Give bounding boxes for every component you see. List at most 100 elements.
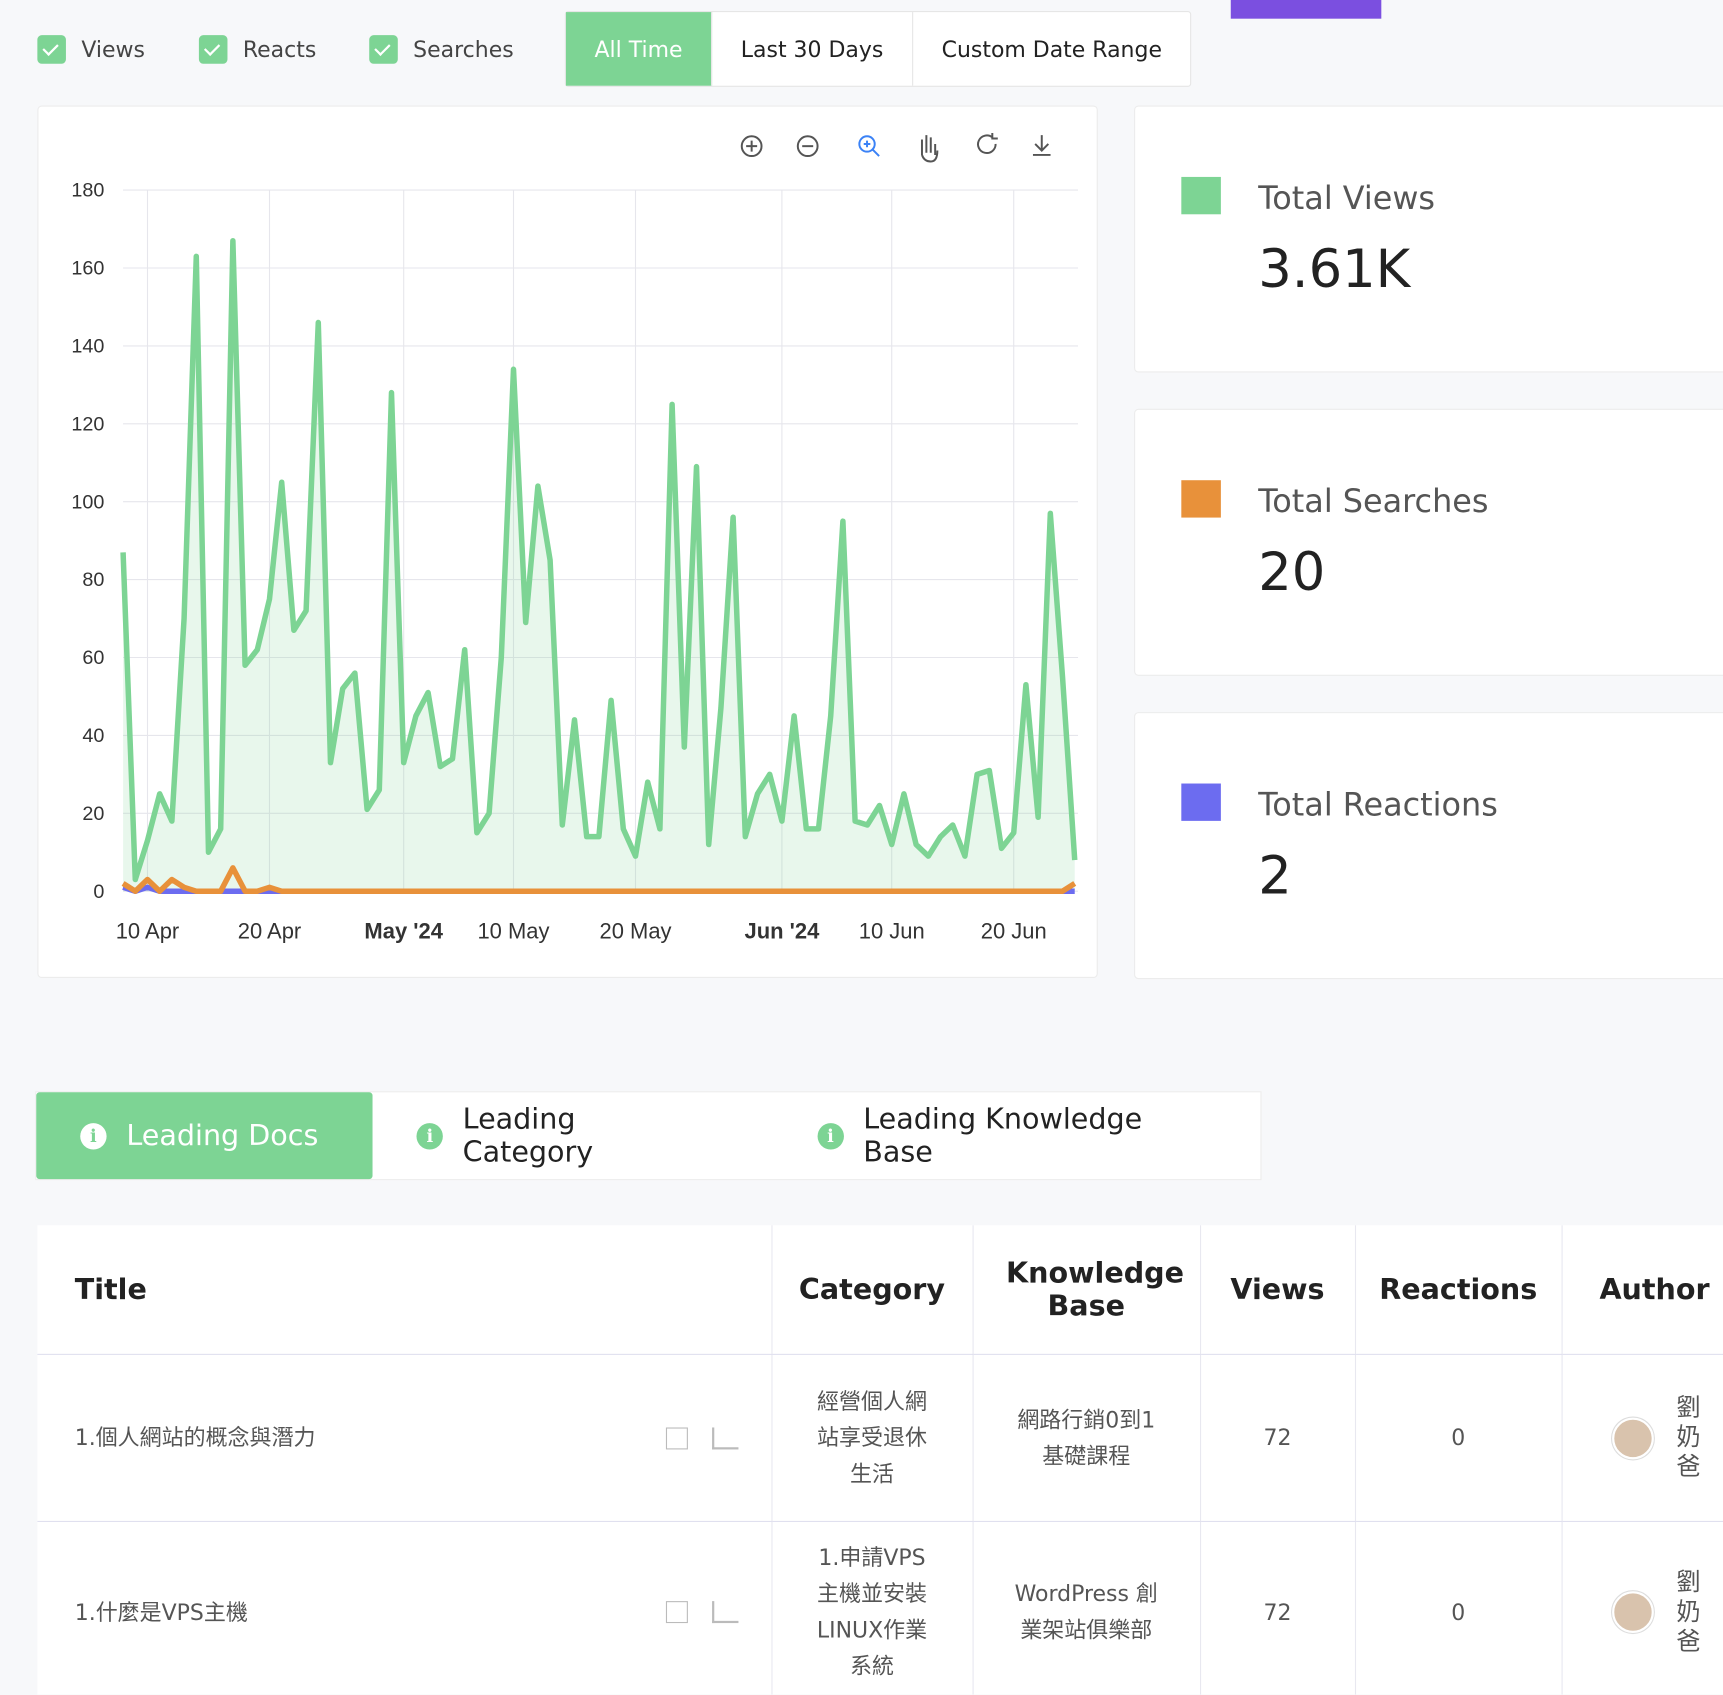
stats-icon[interactable]: [711, 1426, 738, 1449]
checkbox[interactable]: Views: [37, 35, 145, 64]
zoom-out[interactable]: [796, 135, 819, 158]
cell: 0: [1354, 1521, 1563, 1695]
series-line: [120, 237, 1078, 883]
top-button[interactable]: [1230, 0, 1382, 19]
y-tick-label: 100: [71, 491, 104, 513]
y-tick-label: 60: [82, 647, 104, 669]
edit-icon[interactable]: [665, 1426, 688, 1449]
stat-value: 2: [1258, 845, 1292, 907]
cell: 1.什麼是VPS主機: [37, 1521, 772, 1695]
zoom-in[interactable]: [740, 135, 763, 158]
docs-table: Title Category Knowledge Base Views Reac…: [37, 1225, 1723, 1695]
checkbox-label: Reacts: [242, 36, 317, 63]
x-tick-label: May '24: [364, 918, 443, 943]
checkbox-label: Views: [81, 36, 145, 63]
tab-label: Leading Docs: [126, 1119, 319, 1153]
cell-text: 網路行銷0到1基礎課程: [1017, 1406, 1156, 1469]
stat-value: 20: [1258, 541, 1326, 604]
cell: 劉奶爸: [1561, 1354, 1723, 1522]
stat-value: 3.61K: [1258, 238, 1411, 300]
doc-title: 1.什麼是VPS主機: [74, 1598, 248, 1625]
y-tick-label: 120: [71, 413, 104, 435]
cell: 0: [1354, 1354, 1563, 1522]
x-tick-label: Jun '24: [744, 918, 820, 943]
cell: 經營個人網站享受退休生活: [771, 1354, 974, 1522]
series-line: [121, 865, 1077, 894]
stat-label: Total Views: [1258, 179, 1436, 217]
tab[interactable]: i Leading Docs: [36, 1092, 373, 1180]
cell: 網路行銷0到1基礎課程: [972, 1354, 1201, 1522]
checkbox[interactable]: Reacts: [198, 35, 317, 64]
tab[interactable]: i Leading Category: [373, 1092, 774, 1179]
cell: 1.申請VPS主機並安裝LINUX作業系統: [771, 1521, 974, 1695]
y-tick-label: 0: [93, 881, 104, 903]
stat-swatch: [1181, 783, 1221, 821]
cell: 72: [1199, 1521, 1356, 1695]
y-tick-label: 140: [71, 336, 104, 358]
tabs: i Leading Docs i Leading Category i Leading…: [35, 1091, 1262, 1181]
row-actions: [665, 1426, 738, 1449]
stat-label: Total Searches: [1258, 482, 1489, 520]
author: 劉奶爸: [1563, 1568, 1723, 1657]
stat-swatch: [1181, 480, 1221, 518]
x-tick-label: 10 Jun: [859, 918, 925, 943]
header: Category: [771, 1225, 974, 1355]
header: Title: [37, 1225, 772, 1355]
date-range: All Time Last 30 Days Custom Date Range: [564, 10, 1192, 87]
header: Knowledge Base: [972, 1225, 1201, 1355]
table-row: 1.什麼是VPS主機 1.申請VPS主機並安裝LINUX作業系統 WordPress…: [37, 1521, 1723, 1695]
tab[interactable]: i Leading Knowledge Base: [773, 1092, 1260, 1179]
y-tick-label: 40: [82, 725, 104, 747]
stat-swatch: [1181, 176, 1221, 215]
avatar: [1611, 1591, 1654, 1633]
stat-card: Total Views 3.61K: [1134, 105, 1723, 373]
checkbox-label: Searches: [413, 36, 514, 63]
chart-card: 0 20 40 60 80 100 120 140 160 180 10 Apr 20 Apr May …: [37, 105, 1098, 979]
tab-label: Leading Knowledge Base: [863, 1102, 1143, 1169]
zoom-select[interactable]: [858, 135, 880, 157]
header: Author: [1561, 1225, 1723, 1355]
y-tick-label: 180: [71, 180, 104, 202]
author: 劉奶爸: [1563, 1393, 1723, 1482]
area: [123, 240, 1075, 892]
checkbox[interactable]: Searches: [369, 35, 514, 64]
header: Views: [1199, 1225, 1356, 1355]
y-tick-label: 20: [82, 803, 104, 825]
stat-card: Total Reactions 2: [1134, 712, 1723, 980]
stats-icon[interactable]: [711, 1601, 738, 1624]
edit-icon[interactable]: [665, 1601, 688, 1624]
cell: 劉奶爸: [1561, 1521, 1723, 1695]
cell-text: 1.申請VPS主機並安裝LINUX作業系統: [816, 1543, 928, 1680]
cell: WordPress 創業架站俱樂部: [972, 1521, 1201, 1695]
tab-label: Leading Category: [462, 1102, 594, 1169]
row-actions: [665, 1601, 738, 1624]
stat-card: Total Searches 20: [1134, 408, 1723, 676]
toolbar: [740, 132, 1051, 163]
x-tick-label: 20 May: [599, 918, 671, 943]
author-name: 劉奶爸: [1676, 1568, 1701, 1656]
pan[interactable]: [920, 135, 939, 163]
avatar: [1611, 1417, 1654, 1459]
x-tick-label: 20 Apr: [238, 918, 302, 943]
cell: 72: [1199, 1354, 1356, 1522]
reset[interactable]: [977, 132, 998, 155]
range-button[interactable]: All Time: [565, 12, 713, 86]
y-tick-label: 160: [71, 258, 104, 280]
x-tick-label: 10 May: [477, 918, 549, 943]
x-tick-label: 20 Jun: [981, 918, 1047, 943]
chart: 0 20 40 60 80 100 120 140 160 180 10 Apr 20 Apr May …: [71, 132, 1079, 943]
author-name: 劉奶爸: [1676, 1394, 1701, 1482]
doc-title: 1.個人網站的概念與潛力: [74, 1424, 316, 1451]
download[interactable]: [1032, 135, 1051, 156]
range-button[interactable]: Custom Date Range: [941, 35, 1162, 63]
y-tick-label: 80: [82, 569, 104, 591]
table-row: 1.個人網站的概念與潛力 經營個人網站享受退休生活 網路行銷0到1基礎課程 72 0 劉奶…: [37, 1354, 1723, 1522]
cell: 1.個人網站的概念與潛力: [37, 1354, 772, 1522]
stat-label: Total Reactions: [1258, 785, 1498, 824]
header-row: Title Category Knowledge Base Views Reac…: [37, 1225, 1723, 1355]
cell-text: WordPress 創業架站俱樂部: [1014, 1580, 1158, 1643]
x-tick-label: 10 Apr: [116, 918, 180, 943]
header: Reactions: [1354, 1225, 1563, 1355]
range-button[interactable]: Last 30 Days: [712, 12, 914, 86]
